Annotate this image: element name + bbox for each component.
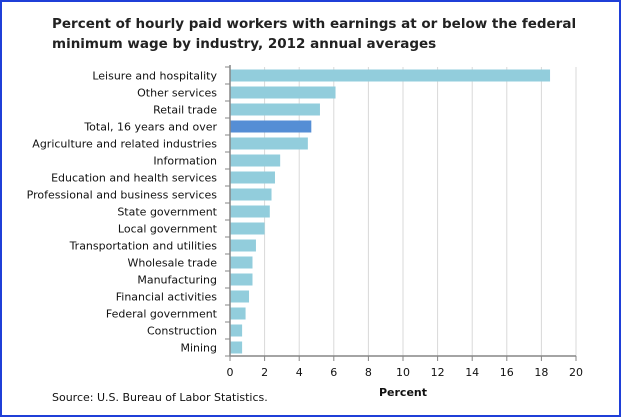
category-label: Transportation and utilities [69, 240, 218, 253]
bar [230, 239, 256, 252]
category-label: Manufacturing [137, 274, 217, 287]
bar [230, 307, 246, 320]
bar [230, 256, 253, 269]
category-label: Agriculture and related industries [32, 138, 217, 151]
x-tick-label: 18 [534, 366, 548, 379]
x-tick-label: 2 [261, 366, 268, 379]
category-label: State government [117, 206, 217, 219]
x-axis-label: Percent [379, 386, 427, 399]
x-tick-label: 14 [465, 366, 479, 379]
x-tick-label: 10 [396, 366, 410, 379]
bar [230, 290, 250, 303]
category-label: Financial activities [116, 291, 218, 304]
x-tick-label: 4 [296, 366, 303, 379]
category-label: Local government [118, 223, 218, 236]
x-tick-label: 20 [569, 366, 583, 379]
bar [230, 188, 272, 201]
bar [230, 103, 320, 116]
bar [230, 137, 308, 150]
category-label: Professional and business services [27, 189, 218, 202]
x-tick-label: 8 [365, 366, 372, 379]
category-label: Mining [180, 342, 217, 355]
x-tick-label: 12 [431, 366, 445, 379]
category-label: Other services [137, 87, 217, 100]
bar [230, 324, 243, 337]
x-tick-label: 16 [500, 366, 514, 379]
category-label: Leisure and hospitality [92, 70, 217, 83]
bar [230, 86, 336, 99]
bar [230, 171, 275, 184]
x-tick-label: 0 [227, 366, 234, 379]
bar [230, 120, 312, 133]
category-label: Federal government [106, 308, 218, 321]
category-label: Construction [147, 325, 217, 338]
category-label: Retail trade [153, 104, 217, 117]
bar [230, 222, 265, 235]
bar [230, 341, 243, 354]
bar [230, 273, 253, 286]
source-note: Source: U.S. Bureau of Labor Statistics. [52, 391, 268, 404]
bar [230, 69, 551, 82]
chart-title: Percent of hourly paid workers with earn… [52, 16, 577, 52]
category-label: Total, 16 years and over [83, 121, 217, 134]
category-label: Education and health services [51, 172, 217, 185]
bar [230, 205, 270, 218]
category-label: Wholesale trade [127, 257, 217, 270]
x-tick-label: 6 [330, 366, 337, 379]
category-label: Information [153, 155, 217, 168]
bar [230, 154, 281, 167]
